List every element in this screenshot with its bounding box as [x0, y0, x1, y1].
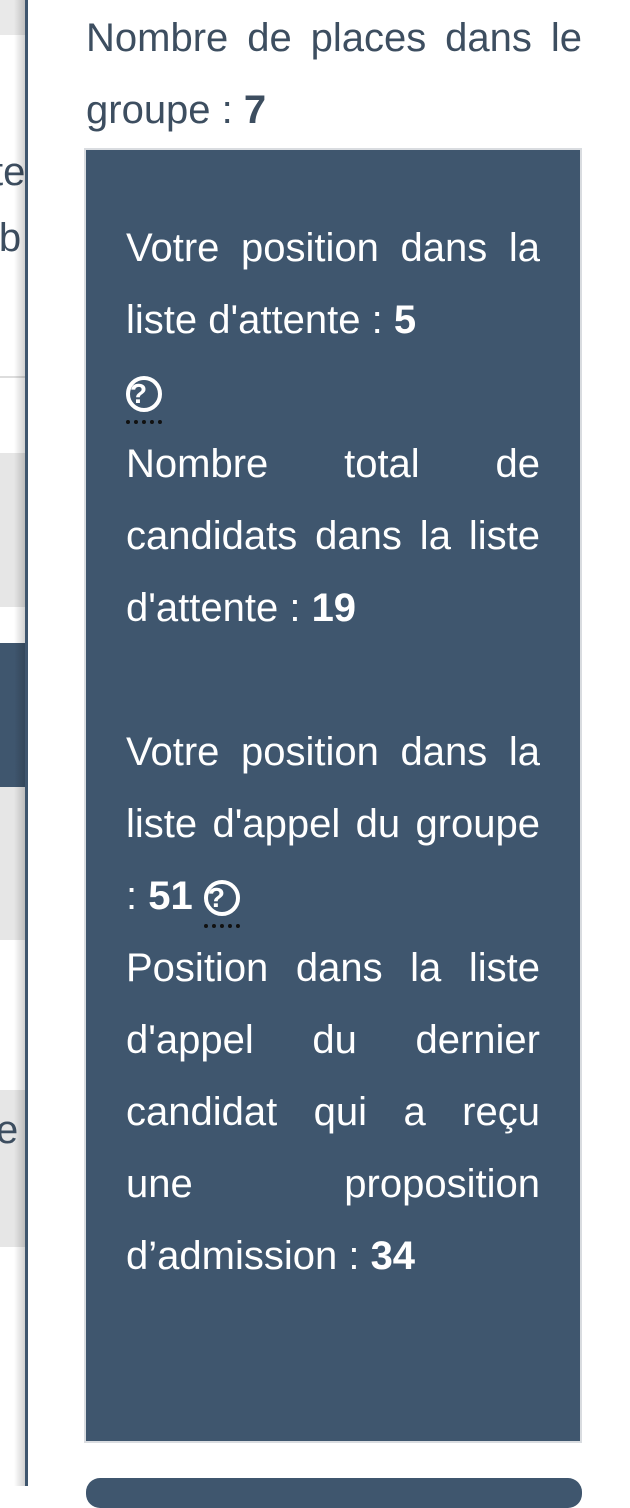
- waitlist-position-label: Votre position dans la liste d'attente :: [126, 226, 540, 342]
- background-text: e: [0, 1108, 19, 1152]
- detail-panel: Nombre de places dans le groupe : 7: [86, 0, 582, 146]
- help-icon[interactable]: ?: [126, 376, 162, 425]
- waitlist-total: Nombre total de candidats dans la liste …: [126, 428, 540, 644]
- call-position: Votre position dans la liste d'appel du …: [126, 716, 540, 932]
- background-row: [0, 0, 25, 35]
- group-places: Nombre de places dans le groupe : 7: [86, 2, 582, 146]
- last-admitted-position: Position dans la liste d'appel du dernie…: [126, 932, 540, 1292]
- group-places-value: 7: [243, 88, 267, 132]
- last-admitted-value: 34: [370, 1234, 416, 1278]
- call-position-label: Votre position dans la liste d'appel du …: [126, 730, 540, 918]
- last-admitted-label: Position dans la liste d'appel du dernie…: [126, 946, 540, 1278]
- background-text: te: [0, 150, 25, 195]
- waitlist-position: Votre position dans la liste d'attente :…: [126, 212, 540, 428]
- group-places-label: Nombre de places dans le groupe :: [86, 16, 582, 132]
- panel-edge: [25, 0, 28, 1486]
- background-row: [0, 787, 25, 940]
- waitlist-total-label: Nombre total de candidats dans la liste …: [126, 442, 540, 630]
- divider: [0, 376, 25, 378]
- waitlist-total-value: 19: [311, 586, 357, 630]
- background-text: ib: [0, 216, 22, 260]
- call-position-value: 51: [148, 874, 193, 918]
- background-page: te ib e: [0, 0, 25, 1486]
- waitlist-position-value: 5: [393, 298, 417, 342]
- waitlist-box: Votre position dans la liste d'attente :…: [84, 148, 582, 1443]
- background-row-active: [0, 643, 25, 787]
- background-row: [0, 1090, 25, 1247]
- action-button[interactable]: [86, 1478, 582, 1508]
- help-icon[interactable]: ?: [203, 880, 240, 929]
- background-row: [0, 453, 25, 607]
